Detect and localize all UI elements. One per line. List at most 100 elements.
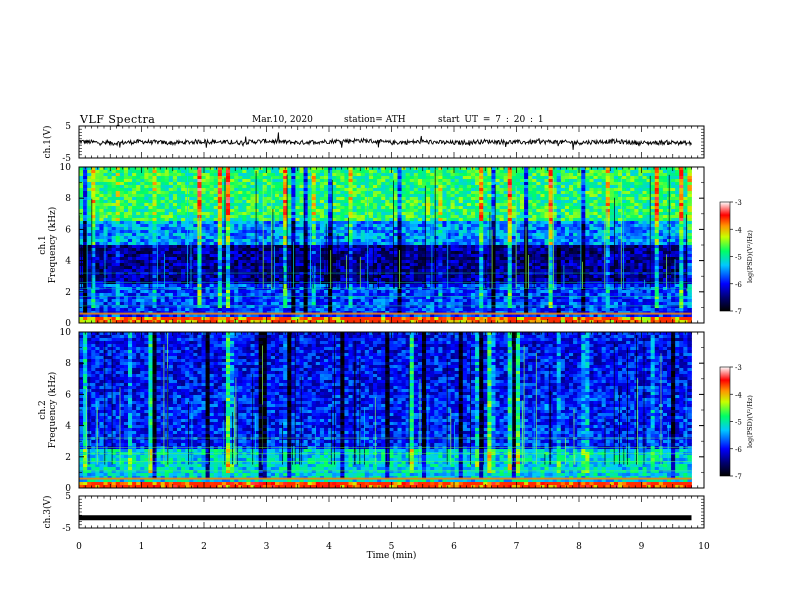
spectrogram-cell <box>246 167 251 171</box>
spectrogram-cell <box>95 257 100 261</box>
spectrogram-cell <box>79 182 84 186</box>
spectrogram-cell <box>148 254 153 258</box>
spectrogram-cell <box>324 182 329 186</box>
spectrogram-cell <box>132 302 137 306</box>
spectrogram-cell <box>417 212 423 216</box>
spectrogram-cell <box>368 194 374 198</box>
spectrogram-cell <box>83 188 88 192</box>
spectrogram-cell <box>177 260 182 264</box>
spectrogram-cell <box>177 278 182 282</box>
spectrogram-cell <box>242 200 247 204</box>
spectrogram-cell <box>152 173 157 177</box>
spectrogram-cell <box>213 233 219 237</box>
spectrogram-cell <box>107 296 113 300</box>
spectrogram-cell <box>417 236 423 240</box>
spectrogram-cell <box>115 296 121 300</box>
spectrogram-cell <box>242 296 247 300</box>
spectrogram-cell <box>364 173 370 177</box>
spectrogram-cell <box>107 302 113 306</box>
spectrogram-cell <box>213 284 219 288</box>
spectrogram-cell <box>348 182 353 186</box>
spectrogram-cell <box>332 194 337 198</box>
spectrogram-cell <box>409 263 415 267</box>
spectrogram-cell <box>160 278 166 282</box>
spectrogram-cell <box>156 248 162 252</box>
spectrogram-cell <box>364 317 370 321</box>
spectrogram-cell <box>295 299 300 303</box>
spectrogram-cell <box>115 302 121 306</box>
spectrogram-cell <box>160 233 166 237</box>
spectrogram-cell <box>438 230 443 234</box>
spectrogram-cell <box>205 206 211 210</box>
spectrogram-cell <box>136 185 141 189</box>
spectrogram-cell <box>164 245 170 249</box>
spectrogram-cell <box>385 284 390 288</box>
spectrogram-cell <box>299 251 304 255</box>
spectrogram-cell <box>319 224 325 228</box>
spectrogram-cell <box>262 263 268 267</box>
spectrogram-cell <box>299 182 304 186</box>
spectrogram-cell <box>430 203 435 207</box>
spectrogram-cell <box>197 278 202 282</box>
spectrogram-cell <box>368 245 374 249</box>
spectrogram-cell <box>193 299 198 303</box>
spectrogram-cell <box>377 230 382 234</box>
spectrogram-cell <box>426 221 431 225</box>
spectrogram-cell <box>368 308 374 312</box>
spectrogram-cell <box>409 224 415 228</box>
spectrogram-cell <box>275 308 280 312</box>
spectrogram-cell <box>99 242 104 246</box>
spectrogram-cell <box>417 293 423 297</box>
spectrogram-cell <box>413 275 419 279</box>
spectrogram-cell <box>136 320 141 324</box>
spectrogram-cell <box>340 230 345 234</box>
spectrogram-cell <box>250 293 255 297</box>
spectrogram-cell <box>128 197 133 201</box>
spectrogram-cell <box>413 266 419 270</box>
spectrogram-cell <box>283 206 288 210</box>
spectrogram-cell <box>246 299 251 303</box>
spectrogram-cell <box>401 305 407 309</box>
spectrogram-cell <box>177 263 182 267</box>
spectrogram-cell <box>144 308 149 312</box>
spectrogram-cell <box>144 299 149 303</box>
spectrogram-cell <box>181 278 186 282</box>
spectrogram-cell <box>442 239 447 243</box>
spectrogram-cell <box>315 188 321 192</box>
spectrogram-cell <box>136 212 141 216</box>
spectrogram-cell <box>332 185 337 189</box>
spectrogram-cell <box>393 197 398 201</box>
spectrogram-cell <box>160 176 166 180</box>
spectrogram-cell <box>103 206 108 210</box>
spectrogram-cell <box>389 305 394 309</box>
spectrogram-cell <box>209 206 215 210</box>
spectrogram-cell <box>242 230 247 234</box>
spectrogram-cell <box>430 269 435 273</box>
spectrogram-cell <box>299 185 304 189</box>
spectrogram-cell <box>132 170 137 174</box>
spectrogram-cell <box>319 236 325 240</box>
spectrogram-cell <box>164 302 170 306</box>
spectrogram-cell <box>409 260 415 264</box>
spectrogram-cell <box>340 170 345 174</box>
spectrogram-cell <box>373 248 378 252</box>
spectrogram-cell <box>409 170 415 174</box>
spectrogram-cell <box>238 182 243 186</box>
spectrogram-cell <box>189 179 194 183</box>
spectrogram-cell <box>189 254 194 258</box>
spectrogram-cell <box>119 221 125 225</box>
spectrogram-cell <box>434 182 439 186</box>
spectrogram-cell <box>115 254 121 258</box>
spectrogram-cell <box>140 251 145 255</box>
spectrogram-cell <box>332 203 337 207</box>
spectrogram-cell <box>136 245 141 249</box>
spectrogram-cell <box>352 296 358 300</box>
spectrogram-cell <box>148 209 153 213</box>
spectrogram-cell <box>291 194 296 198</box>
spectrogram-cell <box>128 185 133 189</box>
spectrogram-cell <box>201 182 206 186</box>
spectrogram-cell <box>107 212 113 216</box>
spectrogram-cell <box>422 257 427 261</box>
spectrogram-cell <box>393 248 398 252</box>
spectrogram-cell <box>123 308 129 312</box>
